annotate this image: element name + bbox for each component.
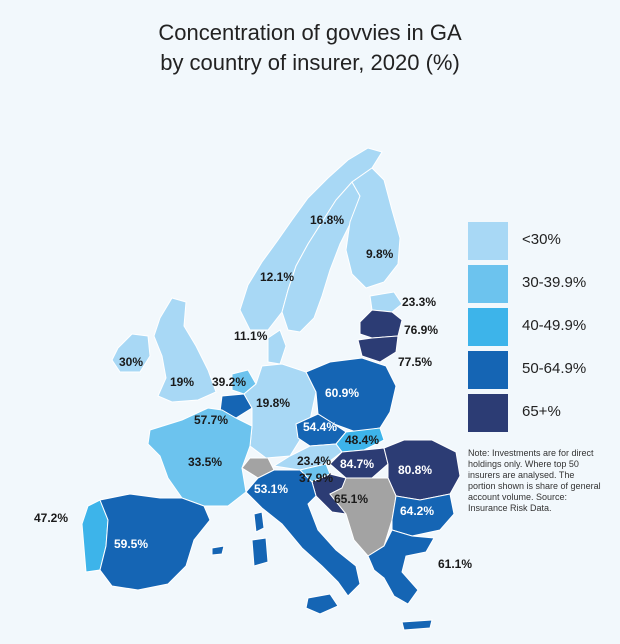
- label-belgium: 57.7%: [194, 413, 228, 427]
- label-finland: 9.8%: [366, 247, 394, 261]
- country-finland: [345, 167, 401, 289]
- island-sardinia: [251, 537, 269, 567]
- country-greece: [367, 529, 435, 605]
- label-netherlands: 39.2%: [212, 375, 246, 389]
- legend-item-50-64: 50-64.9%: [468, 351, 608, 389]
- label-austria: 23.4%: [297, 454, 331, 468]
- label-romania: 80.8%: [398, 463, 432, 477]
- island-crete: [401, 619, 433, 631]
- label-slovakia: 48.4%: [345, 433, 379, 447]
- legend-swatch: [468, 351, 508, 389]
- label-lithuania: 77.5%: [398, 355, 432, 369]
- legend-item-lt30: <30%: [468, 222, 608, 260]
- legend-label: 50-64.9%: [522, 360, 587, 377]
- country-estonia: [369, 291, 403, 313]
- label-estonia: 23.3%: [402, 295, 436, 309]
- country-lithuania: [357, 335, 399, 363]
- island-corsica: [253, 511, 265, 533]
- legend-swatch: [468, 308, 508, 346]
- legend-label: <30%: [522, 231, 561, 248]
- label-denmark: 11.1%: [234, 329, 268, 343]
- country-ireland: [111, 333, 151, 373]
- label-spain: 59.5%: [114, 537, 148, 551]
- label-slovenia: 37.9%: [299, 471, 333, 485]
- title-line-1: Concentration of govvies in GA: [158, 20, 462, 45]
- label-france: 33.5%: [188, 455, 222, 469]
- label-poland: 60.9%: [325, 386, 359, 400]
- label-greece: 61.1%: [438, 557, 472, 571]
- source-note: Note: Investments are for direct holding…: [468, 448, 601, 513]
- map-title: Concentration of govvies in GA by countr…: [0, 18, 620, 78]
- legend-item-65plus: 65+%: [468, 394, 608, 432]
- label-norway: 16.8%: [310, 213, 344, 227]
- country-switzerland: [241, 457, 275, 479]
- island-balearics: [211, 545, 225, 556]
- legend-label: 40-49.9%: [522, 317, 587, 334]
- legend-item-30-39: 30-39.9%: [468, 265, 608, 303]
- label-croatia: 65.1%: [334, 492, 368, 506]
- balkans-no-data: [329, 477, 397, 557]
- country-uk: [153, 297, 217, 403]
- label-latvia: 76.9%: [404, 323, 438, 337]
- label-ireland: 30%: [119, 355, 143, 369]
- legend-label: 65+%: [522, 403, 561, 420]
- label-bulgaria: 64.2%: [400, 504, 434, 518]
- country-latvia: [359, 309, 403, 339]
- country-bulgaria: [391, 493, 455, 537]
- legend-label: 30-39.9%: [522, 274, 587, 291]
- label-hungary: 84.7%: [340, 457, 374, 471]
- label-portugal: 47.2%: [34, 511, 68, 525]
- country-denmark: [267, 329, 287, 365]
- label-germany: 19.8%: [256, 396, 290, 410]
- title-line-2: by country of insurer, 2020 (%): [160, 50, 460, 75]
- legend-swatch: [468, 394, 508, 432]
- label-italy: 53.1%: [254, 482, 288, 496]
- country-italy: [245, 469, 361, 597]
- legend-swatch: [468, 222, 508, 260]
- country-germany: [243, 363, 317, 459]
- legend-item-40-49: 40-49.9%: [468, 308, 608, 346]
- island-sicily: [305, 593, 339, 615]
- country-france: [147, 407, 253, 507]
- label-uk: 19%: [170, 375, 194, 389]
- label-czechia: 54.4%: [303, 420, 337, 434]
- label-sweden: 12.1%: [260, 270, 294, 284]
- legend-swatch: [468, 265, 508, 303]
- country-spain: [99, 493, 211, 591]
- country-poland: [305, 357, 397, 433]
